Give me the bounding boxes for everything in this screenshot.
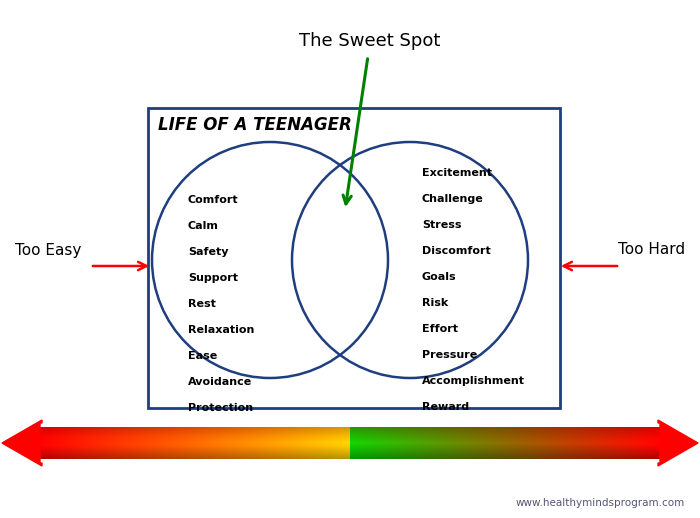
Text: Pressure: Pressure bbox=[422, 350, 477, 360]
Text: Goals: Goals bbox=[422, 272, 456, 282]
Text: Rest: Rest bbox=[188, 299, 216, 309]
Text: Avoidance: Avoidance bbox=[188, 377, 252, 387]
Text: Comfort: Comfort bbox=[188, 195, 239, 205]
Text: Relaxation: Relaxation bbox=[188, 325, 254, 335]
Text: Challenge: Challenge bbox=[422, 194, 484, 204]
Text: Excitement: Excitement bbox=[422, 168, 492, 178]
Text: Protection: Protection bbox=[188, 403, 253, 413]
Text: Effort: Effort bbox=[422, 324, 458, 334]
Text: Discomfort: Discomfort bbox=[422, 246, 491, 256]
Text: Ease: Ease bbox=[188, 351, 217, 361]
Bar bbox=[148, 108, 560, 408]
Text: Risk: Risk bbox=[422, 298, 448, 308]
Text: www.healthymindsprogram.com: www.healthymindsprogram.com bbox=[516, 498, 685, 508]
Text: Safety: Safety bbox=[188, 247, 228, 257]
Text: Accomplishment: Accomplishment bbox=[422, 376, 525, 386]
Text: Reward: Reward bbox=[422, 402, 469, 412]
Text: Calm: Calm bbox=[188, 221, 219, 231]
Text: The Sweet Spot: The Sweet Spot bbox=[300, 32, 441, 50]
FancyArrow shape bbox=[658, 420, 698, 466]
Text: Stress: Stress bbox=[422, 220, 461, 230]
Text: LIFE OF A TEENAGER: LIFE OF A TEENAGER bbox=[158, 116, 351, 134]
Text: Too Easy: Too Easy bbox=[15, 242, 81, 257]
Text: Too Hard: Too Hard bbox=[618, 242, 685, 257]
FancyArrow shape bbox=[2, 420, 42, 466]
Text: Support: Support bbox=[188, 273, 238, 283]
